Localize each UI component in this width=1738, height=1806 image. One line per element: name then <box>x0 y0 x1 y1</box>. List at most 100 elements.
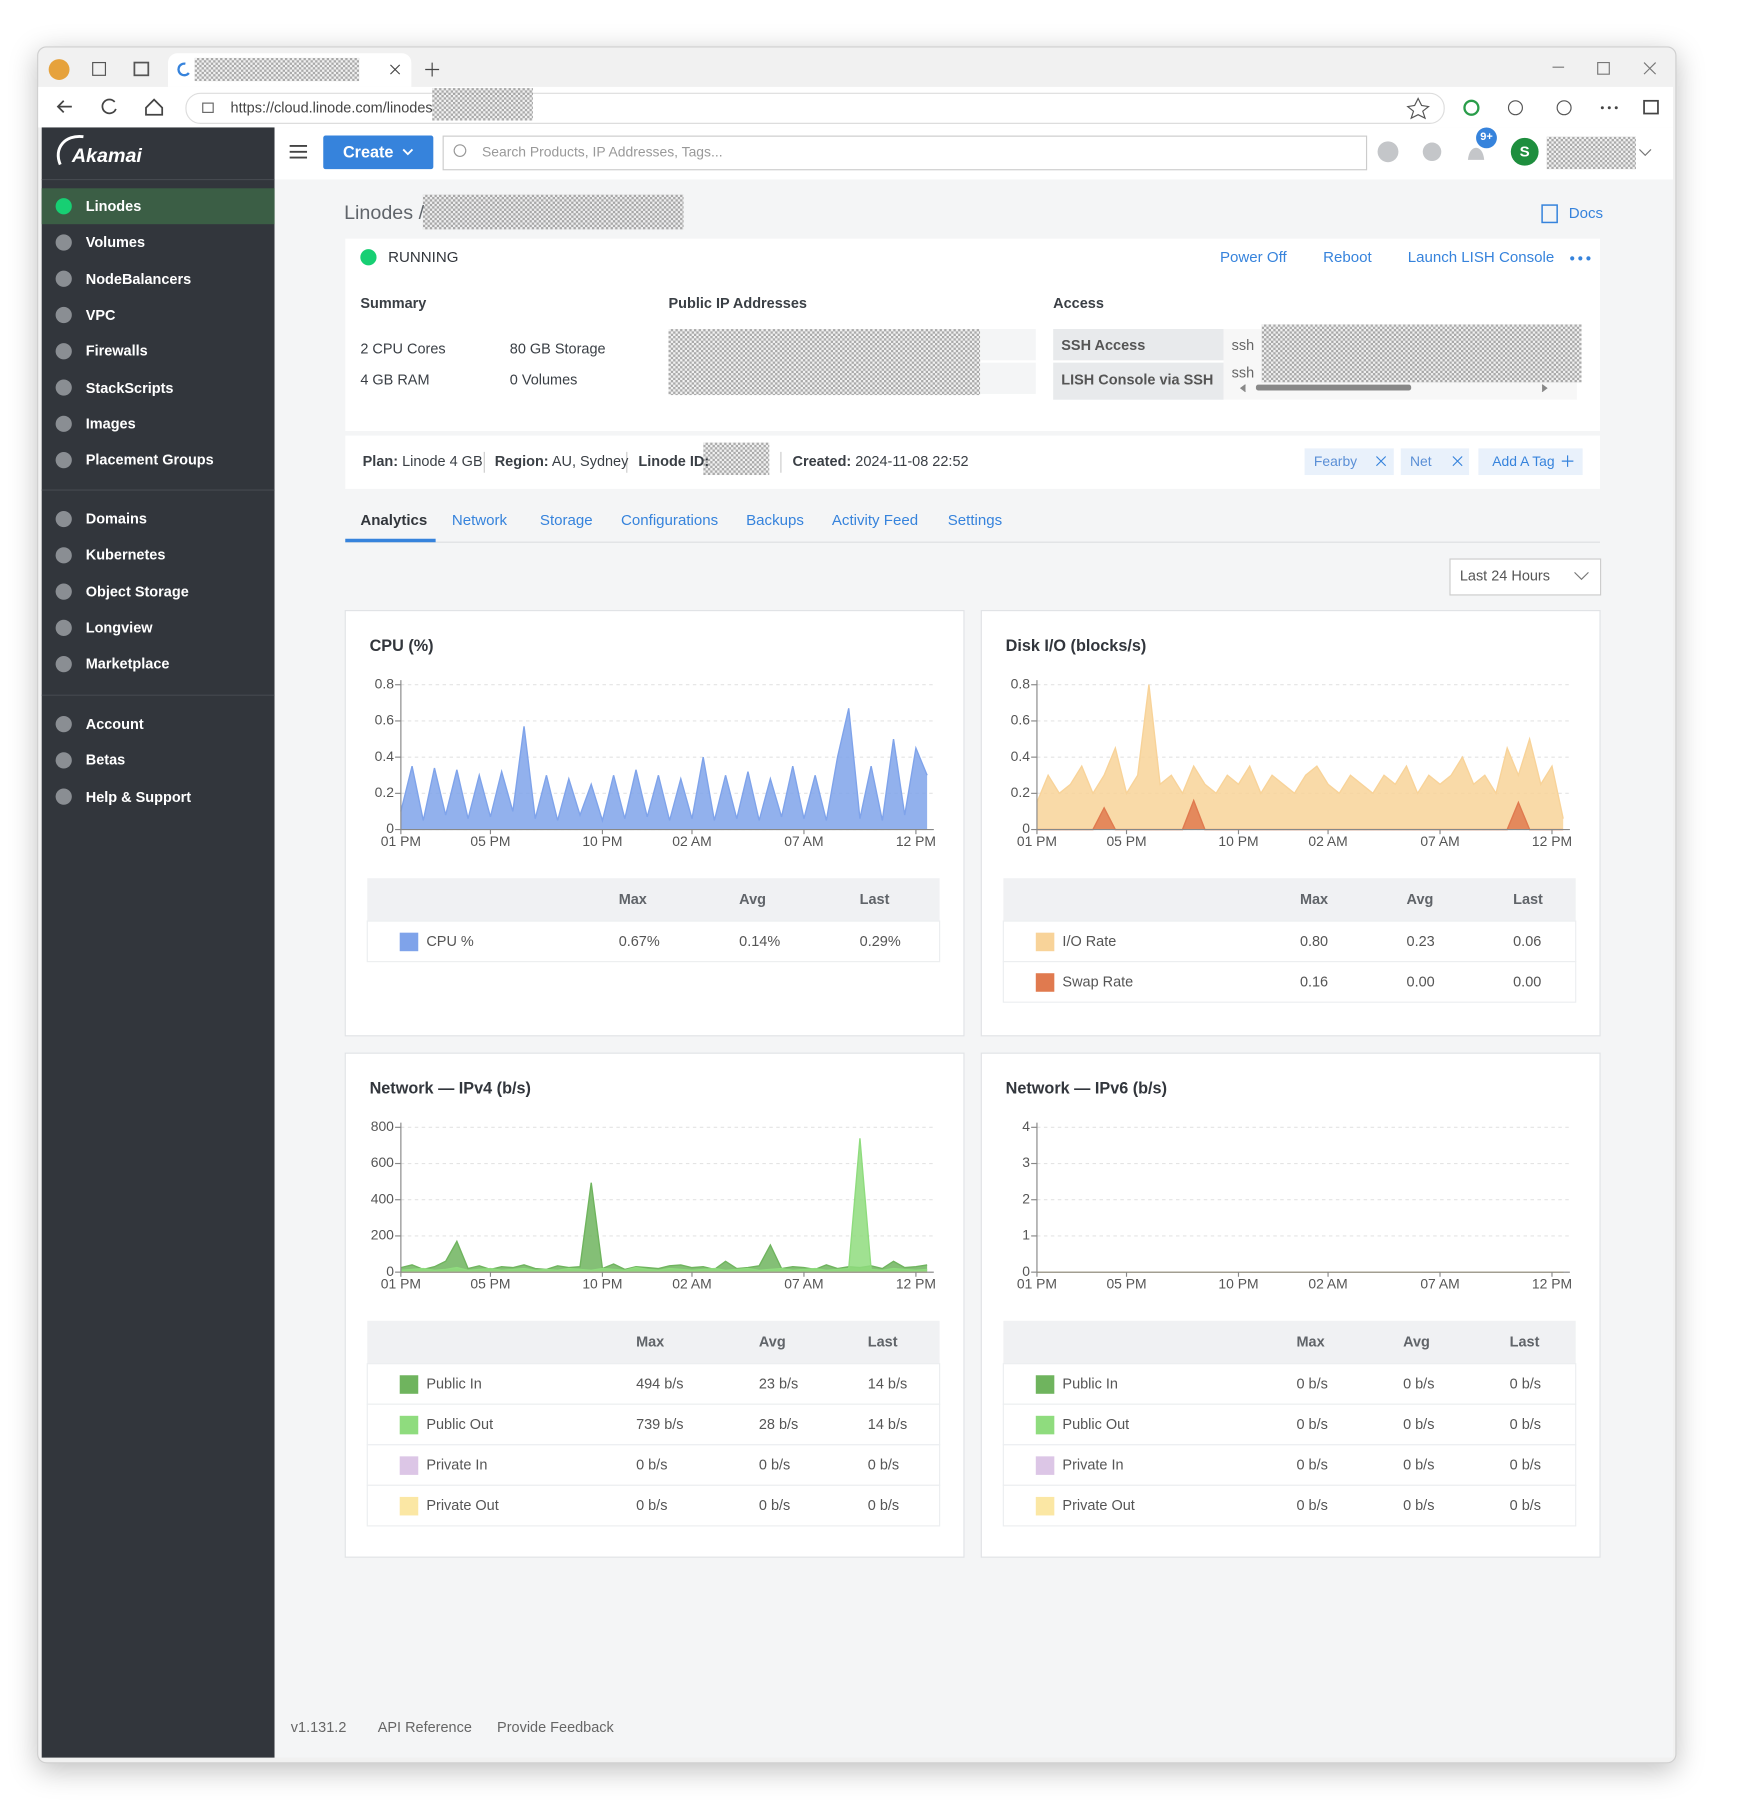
help-icon[interactable] <box>1377 141 1399 163</box>
nav-item[interactable]: Object Storage <box>85 583 189 600</box>
reload[interactable] <box>101 98 117 115</box>
address-field[interactable] <box>185 92 1445 124</box>
x-tick-label: 05 PM <box>1106 1276 1146 1292</box>
section-heading: Summary <box>360 295 427 312</box>
stat-value: 0.67% <box>619 934 660 950</box>
nav-item[interactable]: VPC <box>85 306 116 324</box>
redacted <box>1546 136 1636 170</box>
history[interactable] <box>1556 100 1572 116</box>
action[interactable]: Launch LISH Console <box>1407 247 1555 266</box>
create[interactable]: Create <box>342 142 394 162</box>
docs[interactable]: Docs <box>1568 203 1604 222</box>
stat-value: 0 b/s <box>1510 1457 1541 1473</box>
tag[interactable] <box>1304 448 1394 476</box>
action[interactable]: Reboot <box>1323 247 1372 266</box>
url[interactable]: https://cloud.linode.com/linodes <box>230 99 433 116</box>
stat-value: 0 b/s <box>636 1457 667 1473</box>
tab-underline <box>345 538 436 543</box>
window-controls[interactable] <box>1552 61 1657 75</box>
nav-icon <box>55 716 72 733</box>
nav-icon <box>55 655 72 673</box>
y-tick-label: 600 <box>371 1154 394 1170</box>
new-tab[interactable] <box>425 62 440 77</box>
bookmark[interactable] <box>1406 97 1430 120</box>
stat-value: 0 b/s <box>1403 1457 1434 1473</box>
back[interactable] <box>56 100 72 113</box>
legend-swatch <box>1035 1375 1055 1394</box>
nav-item[interactable]: Longview <box>85 619 153 636</box>
chart-title: Network — IPv6 (b/s) <box>1006 1079 1167 1097</box>
tab[interactable]: Storage <box>539 510 593 529</box>
menu[interactable] <box>289 145 308 159</box>
access-label: LISH Console via SSH <box>1061 371 1214 389</box>
home[interactable] <box>145 98 164 116</box>
stat-value: 14 b/s <box>868 1417 907 1433</box>
community-icon[interactable] <box>1422 142 1442 162</box>
stat-value: 0.14% <box>739 934 780 950</box>
access-label: SSH Access <box>1061 337 1146 354</box>
footer-link[interactable]: Provide Feedback <box>497 1719 614 1736</box>
legend-name: Private Out <box>426 1498 498 1514</box>
area-line <box>1036 684 1564 819</box>
nav-item[interactable]: Account <box>85 716 144 733</box>
tab[interactable]: Settings <box>947 510 1003 529</box>
nav-item[interactable]: Linodes <box>85 198 142 215</box>
y-tick-label: 4 <box>1022 1118 1030 1134</box>
search-box[interactable] <box>442 135 1368 171</box>
legend-swatch <box>1035 1415 1055 1435</box>
column-header: Last <box>1513 892 1543 908</box>
user-chevron[interactable] <box>1639 149 1652 157</box>
docs-icon[interactable] <box>1541 204 1558 224</box>
summary-item: 80 GB Storage <box>509 340 606 357</box>
footer-link[interactable]: API Reference <box>377 1719 472 1736</box>
add-tag-plus[interactable] <box>1561 455 1574 467</box>
nav-item[interactable]: Volumes <box>85 234 146 251</box>
split[interactable] <box>1643 99 1659 115</box>
range-label[interactable]: Last 24 Hours <box>1459 567 1551 584</box>
tag-remove[interactable] <box>1376 456 1463 467</box>
section-heading: Public IP Addresses <box>668 295 807 312</box>
stat-value: 0 b/s <box>1510 1376 1541 1392</box>
add-tag-label[interactable]: Add A Tag <box>1492 453 1555 470</box>
nav-icon <box>55 752 72 769</box>
nav-item[interactable]: Betas <box>85 752 126 769</box>
action[interactable]: Power Off <box>1220 247 1287 266</box>
nav-item[interactable]: Placement Groups <box>85 451 214 469</box>
close-tab[interactable] <box>390 64 401 75</box>
nav-item[interactable]: Marketplace <box>85 655 170 673</box>
range-select[interactable] <box>1449 558 1602 596</box>
bell-icon[interactable] <box>1467 147 1485 160</box>
nav-icon <box>55 270 72 287</box>
stat-value: 739 b/s <box>636 1417 683 1433</box>
extension[interactable] <box>1463 99 1480 116</box>
nav-item[interactable]: Firewalls <box>85 343 148 360</box>
y-tick-label: 0 <box>386 1263 394 1279</box>
tab[interactable]: Backups <box>746 510 804 529</box>
access-prefix: ssh <box>1231 337 1255 354</box>
nav-item[interactable]: Help & Support <box>85 788 192 805</box>
tag-label[interactable]: Fearby <box>1313 453 1358 470</box>
nav-item[interactable]: StackScripts <box>85 379 174 396</box>
table-row <box>1002 1403 1577 1446</box>
tab[interactable]: Network <box>451 510 508 529</box>
tab[interactable]: Analytics <box>360 510 428 529</box>
search-placeholder[interactable]: Search Products, IP Addresses, Tags... <box>481 143 723 160</box>
nav-item[interactable]: Kubernetes <box>85 547 166 564</box>
tag-label[interactable]: Net <box>1410 453 1432 470</box>
tab[interactable]: Activity Feed <box>831 510 919 529</box>
legend-name: Private In <box>426 1457 487 1473</box>
avatar[interactable] <box>1510 137 1539 166</box>
stat-value: 0.00 <box>1513 974 1541 990</box>
nav-item[interactable]: Domains <box>85 510 147 528</box>
nav-item[interactable]: NodeBalancers <box>85 270 192 287</box>
tab[interactable]: Configurations <box>621 510 719 529</box>
loading-icon <box>177 62 190 77</box>
legend-swatch <box>1035 1496 1055 1516</box>
extensions[interactable] <box>1507 100 1523 116</box>
range-chevron[interactable] <box>1574 571 1589 581</box>
create-button[interactable] <box>323 135 434 170</box>
more-actions[interactable] <box>1586 256 1591 261</box>
nav-item[interactable]: Images <box>85 415 136 432</box>
breadcrumb[interactable]: Linodes / <box>344 201 425 224</box>
column-header: Last <box>868 1335 898 1351</box>
